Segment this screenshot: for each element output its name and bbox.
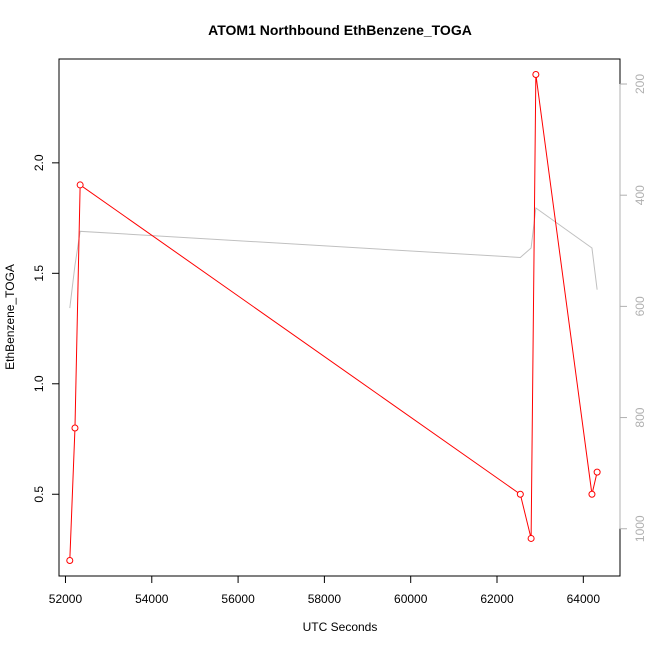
chart-title: ATOM1 Northbound EthBenzene_TOGA [208,22,472,38]
x-tick-label: 56000 [221,592,255,606]
y2-tick-label: 400 [633,185,647,205]
y-tick-label: 2.0 [32,154,46,171]
y2-tick-label: 1000 [633,515,647,542]
x-axis-label: UTC Seconds [303,620,378,634]
primary-series-layer [66,70,601,565]
data-point [71,424,79,432]
y-axis: 0.5 1.0 1.5 2.0 [32,154,59,503]
x-tick-label: 64000 [567,592,601,606]
data-point [527,534,535,542]
x-tick-label: 54000 [135,592,169,606]
secondary-series-layer [69,207,598,309]
y2-tick-label: 200 [633,74,647,94]
x-tick-label: 52000 [49,592,83,606]
x-tick-label: 58000 [308,592,342,606]
y-axis-label: EthBenzene_TOGA [3,264,17,370]
primary-series-line [69,74,598,561]
x-tick-label: 62000 [480,592,514,606]
data-point [593,468,601,476]
y2-tick-label: 600 [633,296,647,316]
x-tick-label: 60000 [394,592,428,606]
y-tick-label: 0.5 [32,486,46,503]
data-point [76,181,84,189]
y-tick-label: 1.0 [32,375,46,392]
data-point [66,557,74,565]
secondary-series-line [69,207,598,309]
x-axis: 52000 54000 56000 58000 60000 62000 64000 [49,575,601,606]
data-point [588,490,596,498]
plot-frame [58,58,621,577]
y2-tick-label: 800 [633,407,647,427]
data-point [532,70,540,78]
y-tick-label: 1.5 [32,265,46,282]
secondary-y-axis: 200 400 600 800 1000 [619,74,647,542]
data-point [516,490,524,498]
